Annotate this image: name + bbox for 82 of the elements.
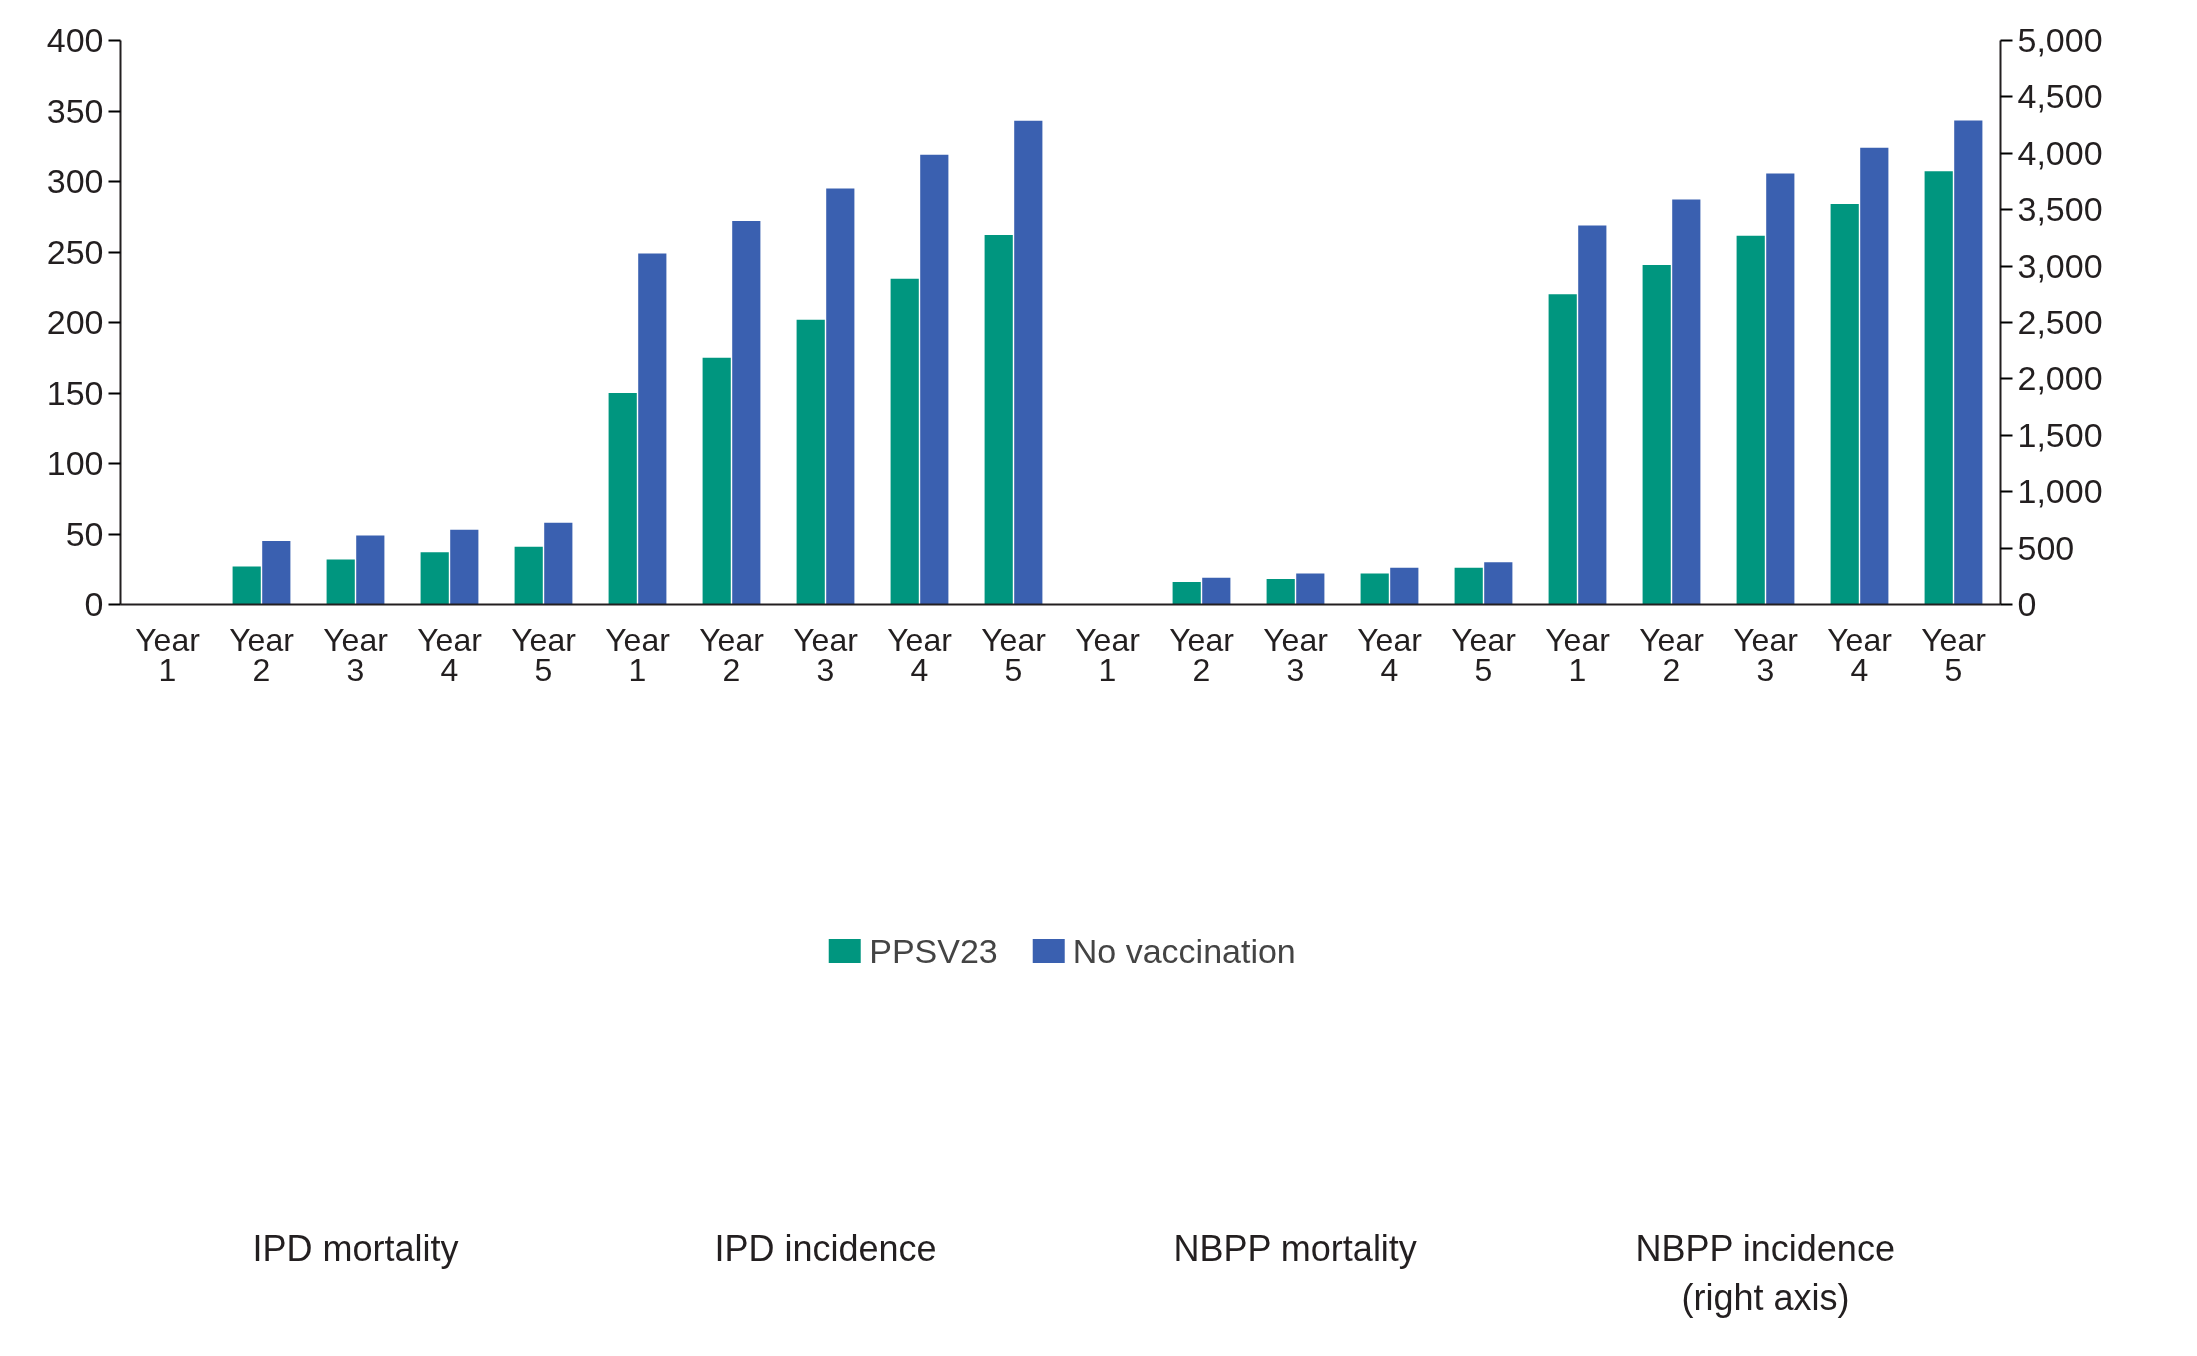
- bar: [826, 188, 855, 605]
- text: NBPP mortality: [1173, 1227, 1417, 1269]
- y-tick-label: 300: [46, 162, 104, 200]
- y-tick-label: 150: [46, 373, 104, 412]
- bar: [1954, 120, 1983, 605]
- y2-tick-label: 0: [2017, 585, 2037, 623]
- bar: [1736, 235, 1765, 605]
- bar: [920, 154, 949, 605]
- text: IPD mortality: [252, 1227, 459, 1269]
- legend-label: PPSV23: [869, 931, 998, 971]
- y2-tick-label: 3,000: [2017, 246, 2103, 285]
- x-tick-label: Year 3: [793, 621, 859, 689]
- y-tick-label: 200: [46, 303, 104, 341]
- bar: [514, 546, 543, 605]
- bar: [1454, 567, 1483, 605]
- x-tick-label: Year 1: [605, 621, 671, 689]
- y-tick-label: 400: [46, 21, 104, 59]
- bar: [326, 559, 355, 605]
- bar: [1484, 562, 1513, 605]
- bar: [1172, 581, 1201, 605]
- x-tick-label: Year 5: [1451, 621, 1517, 689]
- x-tick-label: Year 4: [887, 621, 953, 689]
- y2-tick-label: 1,500: [2017, 415, 2103, 454]
- x-tick-label: Year 2: [1169, 621, 1235, 689]
- bar: [544, 522, 573, 605]
- x-tick-label: Year 2: [699, 621, 765, 689]
- x-tick-label: Year 3: [1733, 621, 1799, 689]
- bar: [1548, 294, 1577, 605]
- y-tick-label: 350: [46, 91, 104, 130]
- bar: [1266, 579, 1295, 605]
- x-tick-label: Year 4: [417, 621, 483, 689]
- y2-tick-label: 2,000: [2017, 359, 2103, 398]
- y2-tick-label: 5,000: [2017, 21, 2103, 59]
- x-tick-label: Year 5: [981, 621, 1047, 689]
- bar: [1672, 199, 1701, 605]
- y-tick-label: 250: [46, 232, 104, 271]
- x-tick-label: Year 2: [229, 621, 295, 689]
- bar: [1642, 264, 1671, 605]
- bar: [232, 566, 261, 605]
- y2-tick-label: 1,000: [2017, 472, 2103, 511]
- bar: [1860, 147, 1889, 605]
- legend-label: No vaccination: [1072, 931, 1296, 971]
- bar: [1830, 204, 1859, 605]
- x-tick-label: Year 1: [1075, 621, 1141, 689]
- x-tick-label: Year 5: [511, 621, 577, 689]
- y2-tick-label: 2,500: [2017, 303, 2103, 341]
- y2-tick-label: 3,500: [2017, 190, 2103, 229]
- bar: [1924, 171, 1953, 605]
- x-tick-label: Year 1: [135, 621, 201, 689]
- x-tick-label: Year 4: [1357, 621, 1423, 689]
- bar: [732, 220, 761, 605]
- bar: [1360, 573, 1389, 605]
- x-tick-label: Year 2: [1639, 621, 1705, 689]
- text: IPD incidence: [714, 1227, 937, 1269]
- bar: [702, 357, 731, 605]
- x-tick-label: Year 4: [1827, 621, 1893, 689]
- bar: [420, 552, 449, 605]
- x-tick-label: Year 3: [323, 621, 389, 689]
- bar: [890, 278, 919, 605]
- y2-tick-label: 4,500: [2017, 77, 2103, 116]
- bar: [984, 235, 1013, 605]
- bar: [796, 319, 825, 605]
- bar: [1296, 573, 1325, 605]
- bar: [1202, 577, 1231, 605]
- y-tick-label: 50: [65, 514, 104, 553]
- bar: [1390, 567, 1419, 605]
- bar: [450, 529, 479, 605]
- bar: [1766, 173, 1795, 605]
- bar: [1014, 120, 1043, 605]
- y-tick-label: 100: [46, 444, 104, 482]
- x-tick-label: Year 1: [1545, 621, 1611, 689]
- bar: [1578, 225, 1607, 605]
- x-tick-label: Year 5: [1921, 621, 1987, 689]
- x-tick-label: Year 3: [1263, 621, 1329, 689]
- y2-tick-label: 4,000: [2017, 133, 2103, 172]
- y2-tick-label: 500: [2017, 528, 2075, 567]
- bar: [356, 535, 385, 605]
- y-tick-label: 0: [84, 585, 104, 623]
- bar: [608, 393, 637, 605]
- bar: [262, 541, 291, 605]
- text: NBPP incidence (right axis): [1635, 1227, 1895, 1318]
- bar: [638, 253, 667, 605]
